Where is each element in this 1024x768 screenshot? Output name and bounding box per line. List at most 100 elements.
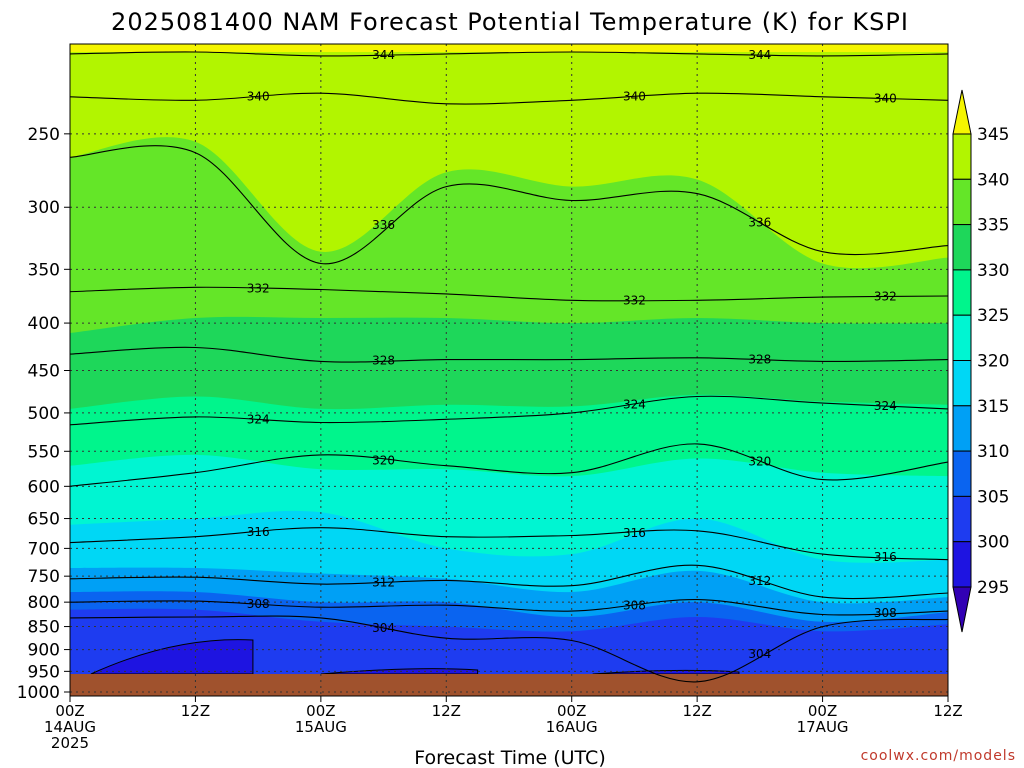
x-tick-label-84-0: 12Z bbox=[933, 702, 962, 720]
colorbar-box-2 bbox=[952, 224, 972, 271]
source-credit: coolwx.com/models bbox=[861, 748, 1016, 764]
contour-label-316: 316 bbox=[247, 525, 270, 539]
colorbar-top-arrow bbox=[952, 89, 972, 135]
contour-320 bbox=[69, 443, 949, 487]
contour-316 bbox=[69, 527, 949, 561]
contour-324 bbox=[69, 395, 949, 426]
x-tick-label-0-1: 14AUG bbox=[44, 718, 96, 736]
y-tick-label-1000: 1000 bbox=[17, 683, 60, 703]
low-core-blob bbox=[90, 639, 254, 675]
y-tick-label-800: 800 bbox=[28, 593, 60, 613]
colorbar-label-340: 340 bbox=[977, 170, 1009, 190]
contour-344 bbox=[69, 51, 949, 57]
y-tick-label-650: 650 bbox=[28, 510, 60, 530]
y-tick-label-700: 700 bbox=[28, 539, 60, 559]
colorbar-label-310: 310 bbox=[977, 442, 1009, 462]
y-tick-label-450: 450 bbox=[28, 361, 60, 381]
colorbar-box-1 bbox=[952, 178, 972, 226]
colorbar-label-295: 295 bbox=[977, 578, 1009, 598]
contour-lines: 344 344 340 340 340 336 336 332 332 332 328 328 324 3… bbox=[69, 48, 949, 683]
contour-328 bbox=[69, 346, 949, 363]
x-tick-label-24-1: 15AUG bbox=[295, 718, 347, 736]
contour-label-340: 340 bbox=[874, 92, 897, 106]
contour-332 bbox=[69, 286, 949, 302]
colorbar-label-330: 330 bbox=[977, 261, 1009, 281]
x-tick-label-12-0: 12Z bbox=[181, 702, 210, 720]
x-tick-label-0-2: 2025 bbox=[51, 734, 89, 752]
x-tick-label-72-1: 17AUG bbox=[797, 718, 849, 736]
x-tick-label-0-0: 00Z bbox=[55, 702, 84, 720]
contour-label-308: 308 bbox=[623, 598, 646, 612]
contour-label-320: 320 bbox=[748, 455, 771, 469]
contour-label-328: 328 bbox=[372, 354, 395, 368]
y-tick-label-500: 500 bbox=[28, 404, 60, 424]
colorbar-label-325: 325 bbox=[977, 306, 1009, 326]
contour-label-308: 308 bbox=[247, 597, 270, 611]
y-tick-label-350: 350 bbox=[28, 260, 60, 280]
x-tick-label-48-0: 00Z bbox=[557, 702, 586, 720]
low-core-strip bbox=[320, 668, 479, 675]
ground-surface bbox=[70, 674, 948, 696]
contour-label-324: 324 bbox=[247, 413, 270, 427]
y-tick-label-850: 850 bbox=[28, 618, 60, 638]
x-tick-label-36-0: 12Z bbox=[432, 702, 461, 720]
colorbar-label-305: 305 bbox=[977, 487, 1009, 507]
contour-label-336: 336 bbox=[748, 216, 771, 230]
contour-label-344: 344 bbox=[372, 48, 395, 62]
colorbar-label-300: 300 bbox=[977, 533, 1009, 553]
colorbar: 345 340 335 330 325 320 315 310 305 300 295 bbox=[952, 89, 1009, 633]
contour-label-332: 332 bbox=[874, 290, 897, 304]
contour-label-308: 308 bbox=[874, 606, 897, 620]
contour-label-332: 332 bbox=[247, 281, 270, 295]
colorbar-box-8 bbox=[952, 495, 972, 543]
low-theta-core bbox=[90, 639, 740, 675]
contour-308 bbox=[69, 599, 949, 616]
colorbar-box-0 bbox=[952, 133, 972, 180]
contour-label-316: 316 bbox=[623, 526, 646, 540]
contour-label-304: 304 bbox=[748, 647, 771, 661]
contour-312 bbox=[69, 564, 949, 600]
contour-label-340: 340 bbox=[247, 90, 270, 104]
contour-label-336: 336 bbox=[372, 218, 395, 232]
low-core-strip-2 bbox=[592, 669, 740, 675]
chart-title: 2025081400 NAM Forecast Potential Temper… bbox=[111, 8, 909, 36]
x-axis-label: Forecast Time (UTC) bbox=[414, 747, 605, 768]
y-axis: 250 300 350 400 450 500 550 600 650 700 750 800 850 9… bbox=[17, 125, 70, 703]
y-tick-label-250: 250 bbox=[28, 125, 60, 145]
y-tick-label-550: 550 bbox=[28, 442, 60, 462]
contour-label-344: 344 bbox=[748, 48, 771, 62]
temperature-fill-bands bbox=[70, 44, 948, 696]
x-tick-label-60-0: 12Z bbox=[682, 702, 711, 720]
colorbar-box-3 bbox=[952, 269, 972, 316]
colorbar-box-4 bbox=[952, 314, 972, 362]
contour-336 bbox=[69, 145, 949, 265]
contour-label-324: 324 bbox=[874, 399, 897, 413]
contour-label-304: 304 bbox=[372, 621, 395, 635]
colorbar-label-320: 320 bbox=[977, 352, 1009, 372]
x-tick-label-72-0: 00Z bbox=[808, 702, 837, 720]
x-tick-label-48-1: 16AUG bbox=[546, 718, 598, 736]
colorbar-box-5 bbox=[952, 360, 972, 407]
colorbar-label-335: 335 bbox=[977, 216, 1009, 236]
contour-label-340: 340 bbox=[623, 90, 646, 104]
contour-label-312: 312 bbox=[372, 575, 395, 589]
y-tick-label-750: 750 bbox=[28, 567, 60, 587]
contour-label-324: 324 bbox=[623, 398, 646, 412]
y-tick-label-950: 950 bbox=[28, 662, 60, 682]
colorbar-label-315: 315 bbox=[977, 397, 1009, 417]
chart-grid bbox=[69, 44, 949, 696]
colorbar-bottom-arrow bbox=[952, 586, 972, 633]
colorbar-box-6 bbox=[952, 405, 972, 452]
contour-label-312: 312 bbox=[748, 574, 771, 588]
contour-label-316: 316 bbox=[874, 550, 897, 564]
contour-label-320: 320 bbox=[372, 453, 395, 467]
y-tick-label-300: 300 bbox=[28, 198, 60, 218]
x-tick-label-24-0: 00Z bbox=[306, 702, 335, 720]
colorbar-label-345: 345 bbox=[977, 125, 1009, 145]
y-tick-label-400: 400 bbox=[28, 314, 60, 334]
contour-340 bbox=[69, 92, 949, 105]
contour-304 bbox=[69, 615, 949, 683]
y-tick-label-900: 900 bbox=[28, 641, 60, 661]
